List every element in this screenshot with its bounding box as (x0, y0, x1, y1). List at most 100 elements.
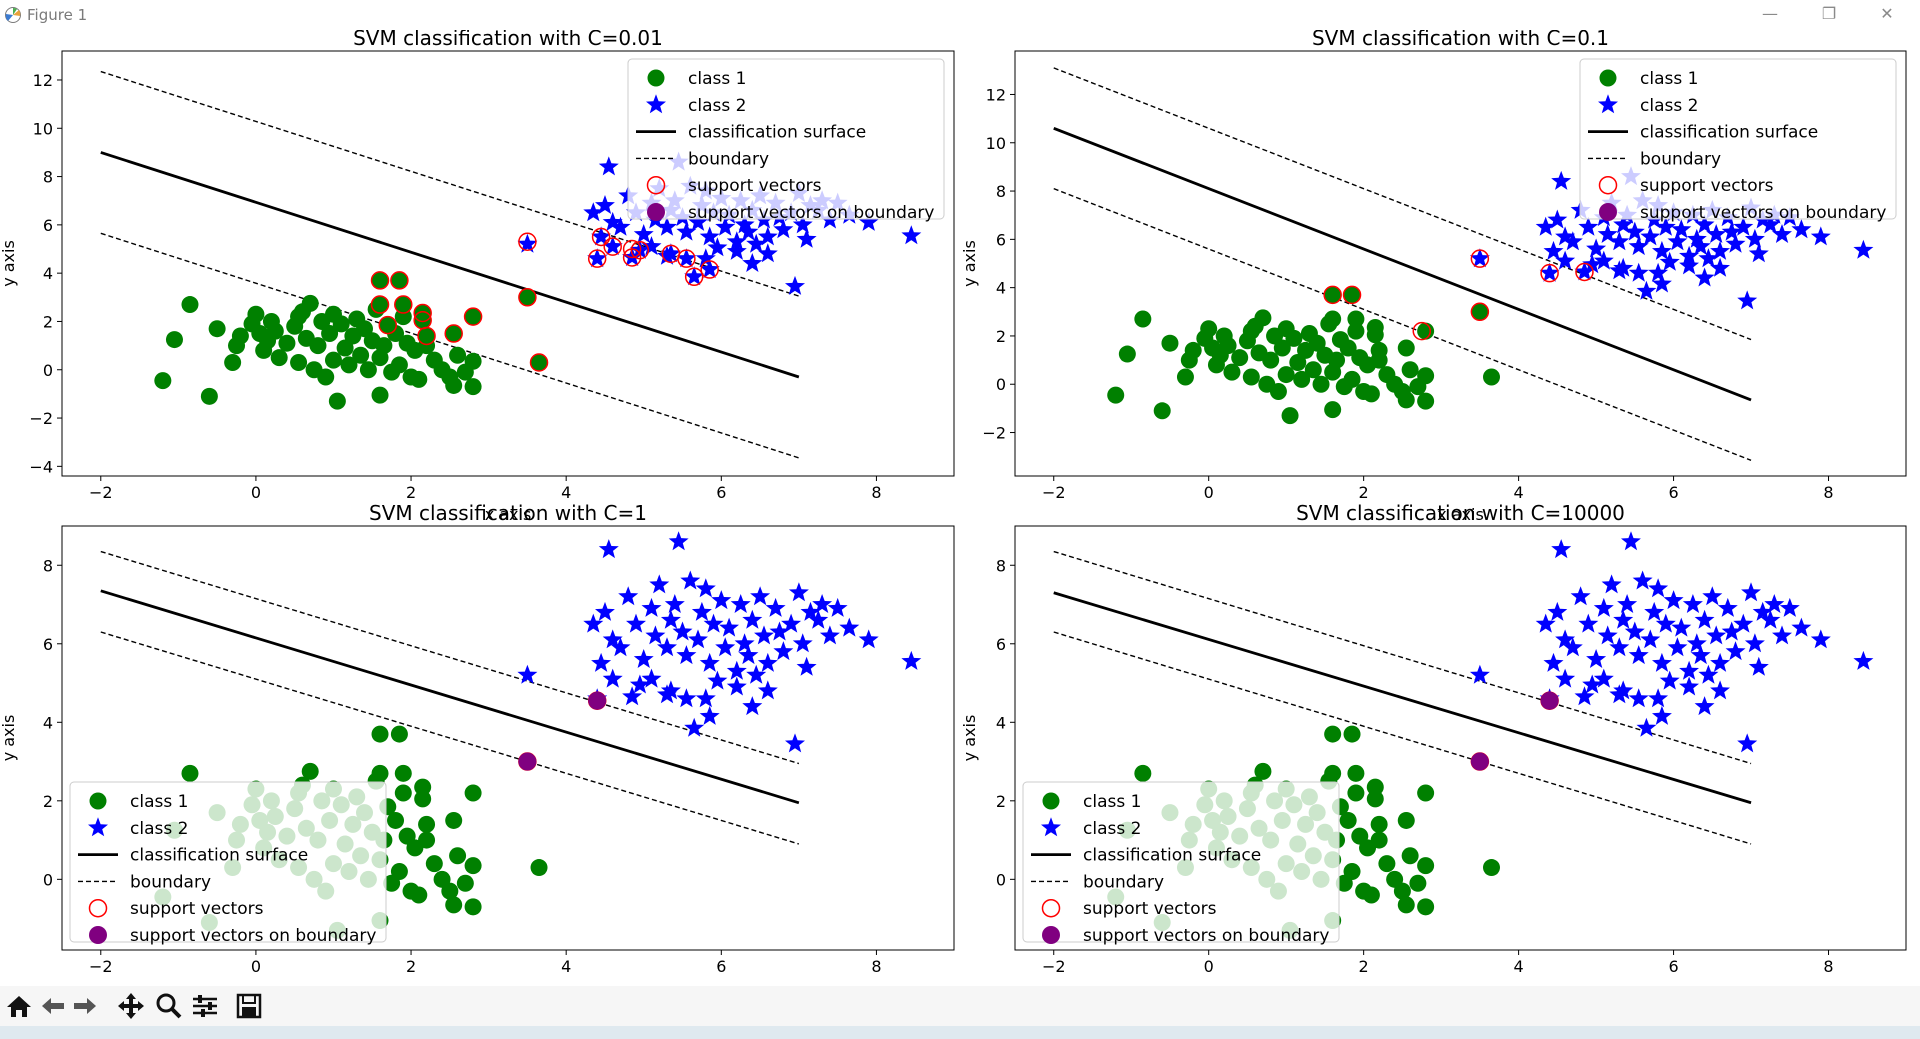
legend-box (1579, 58, 1897, 220)
class1-point (1417, 322, 1435, 340)
class2-point (730, 594, 751, 613)
legend-class2-marker (1598, 94, 1618, 114)
class2-point (695, 248, 716, 268)
legend-label: class 2 (130, 819, 188, 839)
class2-point (827, 597, 848, 617)
class2-point (1609, 260, 1630, 280)
class2-point (1574, 686, 1595, 706)
class2-point (1648, 578, 1669, 598)
class1-point (1273, 339, 1291, 357)
class1-point (1378, 855, 1396, 873)
class1-point (359, 361, 377, 379)
legend-label: support vectors (688, 176, 822, 196)
class1-point (1482, 368, 1500, 386)
class1-point (1347, 310, 1365, 328)
classification-surface-line (100, 589, 800, 805)
legend-label: classification surface (1083, 846, 1261, 866)
legend-label: class 1 (688, 69, 746, 89)
class2-point (773, 219, 794, 239)
class2-point (750, 586, 771, 606)
legend-sv-marker (646, 175, 666, 195)
save-icon[interactable] (232, 990, 266, 1022)
configure-subplots-icon[interactable] (188, 990, 222, 1022)
class1-point (418, 327, 436, 345)
back-icon[interactable] (36, 990, 70, 1022)
x-tick-label: 0 (251, 957, 261, 976)
legend-label: support vectors on boundary (130, 926, 376, 946)
boundary-lower-line (100, 631, 800, 845)
subplot-4: −2 0 2 4 6 8 0 2 4 6 8 SVM classification with C=10… (960, 501, 1907, 976)
classification-surface-line (100, 151, 800, 379)
class2-point (1791, 219, 1812, 239)
legend-label: boundary (1083, 872, 1164, 892)
class1-point (414, 311, 432, 329)
legend-class1-marker (1599, 69, 1617, 87)
class2-point (657, 637, 677, 657)
class1-point (449, 346, 467, 364)
class2-point (1779, 597, 1800, 617)
pan-icon[interactable] (114, 990, 148, 1022)
y-tick-label: 0 (43, 870, 53, 889)
minimize-button[interactable]: — (1746, 0, 1794, 30)
subplot-title: SVM classification with C=1 (369, 501, 647, 525)
class1-point (371, 271, 389, 289)
class1-point (231, 327, 249, 345)
class2-point (676, 645, 697, 665)
class2-point (1853, 650, 1874, 670)
class2-point (1648, 688, 1669, 708)
support-vector-marker (370, 271, 390, 290)
class2-point (1539, 262, 1560, 282)
support-vector-marker (518, 232, 537, 252)
class1-point (1223, 363, 1241, 381)
class1-point (1417, 392, 1435, 410)
class2-point (1679, 255, 1699, 275)
class2-point (1698, 664, 1719, 684)
class2-point (660, 680, 681, 700)
legend: class 1 class 2 classification surface boun… (1022, 781, 1340, 946)
class1-point (301, 762, 319, 780)
class1-point (1242, 368, 1260, 386)
class1-point (266, 322, 284, 340)
x-tick-label: 2 (406, 483, 416, 502)
x-axis-label: x axis (485, 505, 532, 524)
class2-point (1617, 594, 1638, 613)
class2-point (1570, 586, 1591, 606)
plot-content (1053, 67, 1874, 461)
class2-point (1748, 656, 1769, 676)
class1-point (270, 349, 288, 367)
class2-point (602, 629, 623, 649)
legend-sv-marker (1598, 175, 1618, 195)
class2-point (773, 641, 794, 661)
class1-point (290, 354, 308, 372)
class2-point (1597, 625, 1618, 645)
close-button[interactable]: ✕ (1863, 0, 1911, 30)
class2-point (746, 664, 767, 684)
class2-point (800, 601, 821, 621)
class1-point (1417, 784, 1435, 802)
restore-button[interactable]: ❐ (1805, 0, 1853, 30)
class2-point (1582, 674, 1603, 694)
class2-point (796, 656, 817, 676)
forward-icon[interactable] (68, 990, 102, 1022)
class2-point (1547, 601, 1568, 621)
class2-point (1609, 231, 1630, 251)
class2-point (676, 688, 697, 708)
zoom-icon[interactable] (152, 990, 186, 1022)
y-tick-label: 10 (33, 119, 53, 138)
class1-point (445, 325, 463, 343)
class1-point (1176, 368, 1194, 386)
class2-point (657, 216, 677, 236)
class2-point (629, 674, 650, 694)
class2-point (1555, 250, 1576, 270)
home-icon[interactable] (2, 990, 36, 1022)
class2-point (1741, 582, 1761, 602)
class1-point (208, 320, 226, 338)
class2-point (1551, 170, 1572, 190)
x-tick-label: −2 (1042, 957, 1066, 976)
class1-point (336, 339, 354, 357)
y-tick-label: 6 (996, 635, 1006, 654)
class2-point (1679, 676, 1699, 696)
class2-point (1694, 696, 1715, 716)
class2-point (738, 645, 759, 665)
class2-point (622, 247, 643, 266)
